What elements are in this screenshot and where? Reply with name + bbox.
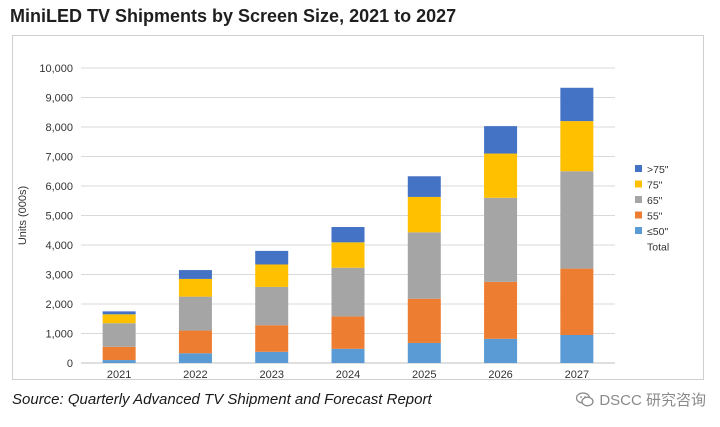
bar-segment [255, 351, 289, 363]
bar-segment [331, 242, 365, 268]
source-note: Source: Quarterly Advanced TV Shipment a… [12, 391, 432, 408]
legend-label: 55" [647, 211, 663, 223]
watermark: DSCC 研究咨询 [576, 389, 706, 410]
bar-segment [331, 316, 365, 349]
bar-segment [407, 232, 441, 299]
y-tick-label: 2,000 [45, 299, 73, 311]
chart-title: MiniLED TV Shipments by Screen Size, 202… [10, 6, 457, 26]
bar-segment [484, 153, 518, 198]
y-tick-label: 10,000 [39, 63, 73, 75]
x-tick-label: 2026 [488, 369, 512, 379]
y-tick-label: 6,000 [45, 181, 73, 193]
y-axis-label: Units (000s) [17, 186, 29, 245]
y-tick-label: 8,000 [45, 122, 73, 134]
bar-segment [102, 360, 136, 363]
bar-segment [102, 346, 136, 361]
legend-label: ≤50" [647, 226, 668, 238]
y-tick-label: 5,000 [45, 211, 73, 223]
legend-swatch [635, 180, 642, 188]
x-tick-label: 2024 [336, 369, 360, 379]
x-tick-label: 2027 [565, 369, 589, 379]
bar-segment [331, 348, 365, 363]
bar-segment [407, 298, 441, 343]
y-tick-label: 0 [67, 358, 73, 370]
legend-swatch [635, 211, 642, 219]
bar-segment [255, 264, 289, 287]
bar-segment [560, 334, 594, 363]
legend-swatch [635, 227, 642, 234]
y-tick-label: 3,000 [45, 270, 73, 282]
wechat-icon [576, 392, 594, 407]
bar-segment [560, 171, 594, 269]
bar-segment [178, 296, 212, 331]
bar-segment [407, 176, 441, 197]
y-tick-label: 4,000 [45, 240, 73, 252]
bar-segment [407, 196, 441, 233]
legend-label: 65" [647, 195, 663, 207]
x-tick-label: 2022 [183, 369, 207, 379]
bar-segment [102, 323, 136, 347]
bar-segment [560, 87, 594, 122]
legend-label: >75" [647, 164, 669, 176]
y-tick-label: 7,000 [45, 152, 73, 164]
x-tick-label: 2021 [107, 369, 131, 379]
bar-segment [178, 278, 212, 297]
bar-segment [178, 270, 212, 279]
bar-segment [255, 250, 289, 265]
bar-segment [407, 342, 441, 363]
bar-segment [178, 353, 212, 363]
bar-segment [560, 121, 594, 172]
x-tick-label: 2025 [412, 369, 436, 379]
bar-segment [484, 197, 518, 282]
bar-segment [255, 325, 289, 352]
x-tick-label: 2023 [259, 369, 283, 379]
bar-segment [178, 330, 212, 354]
y-tick-label: 1,000 [45, 329, 73, 341]
watermark-text: DSCC 研究咨询 [599, 392, 706, 409]
bar-segment [484, 338, 518, 363]
bar-segment [484, 126, 518, 154]
bar-segment [102, 311, 136, 315]
chart-frame: 0 1,000 2,000 3,000 4,000 5,000 6,000 7,000 8,00… [12, 35, 704, 380]
legend-label: 75" [647, 180, 663, 192]
legend-swatch [635, 196, 642, 203]
legend-swatch [635, 165, 642, 172]
bar-segment [331, 227, 365, 243]
legend-label: Total [647, 242, 669, 254]
bar-segment [255, 286, 289, 326]
bar-segment [102, 314, 136, 324]
bar-segment [560, 268, 594, 335]
bar-segment [331, 267, 365, 317]
y-tick-label: 9,000 [45, 93, 73, 105]
bar-segment [484, 281, 518, 339]
stacked-bar-chart: 0 1,000 2,000 3,000 4,000 5,000 6,000 7,000 8,00… [17, 63, 669, 379]
